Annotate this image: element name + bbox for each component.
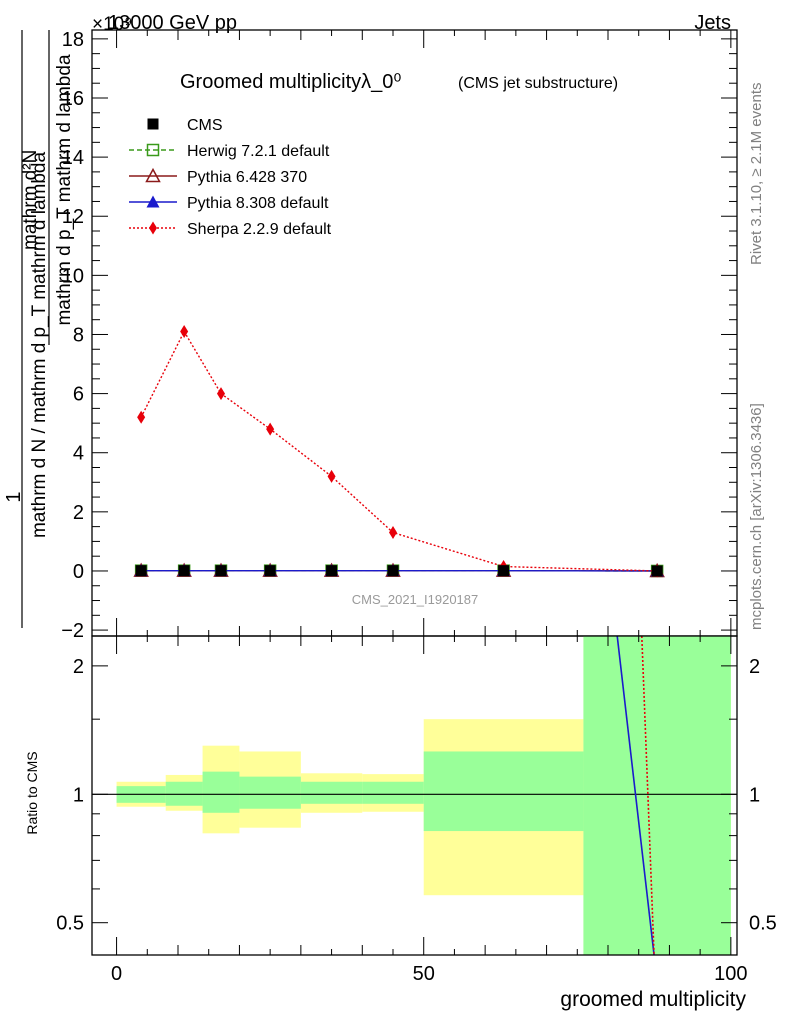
- series-0-point-0: [135, 565, 147, 577]
- ratio-green-band-2: [202, 771, 240, 813]
- ratio-green-band-3: [239, 776, 301, 809]
- header-right: Jets: [694, 12, 731, 34]
- series-0-point-6: [498, 565, 510, 577]
- ratio-tick-label-right-0: 0.5: [749, 913, 777, 935]
- ratio-tick-label-right-1: 1: [749, 784, 760, 806]
- ylabel-inner-denominator: mathrm d p_T mathrm d lambda: [54, 54, 75, 325]
- series-0-point-2: [215, 565, 227, 577]
- ylabel-inner-numerator: mathrm d²N: [20, 150, 41, 250]
- x-tick-label-1: 50: [413, 963, 435, 985]
- series-4-point-5: [389, 526, 397, 540]
- legend-label-1: Herwig 7.2.1 default: [187, 143, 330, 160]
- legend-marker-3: [146, 195, 160, 208]
- y-tick-label-7: 12: [62, 206, 84, 228]
- y-tick-label-3: 4: [73, 443, 84, 465]
- series-0-point-5: [387, 565, 399, 577]
- series-4-point-1: [180, 325, 189, 339]
- ratio-green-band-7: [583, 636, 731, 955]
- header-left: 13000 GeV pp: [108, 12, 237, 34]
- chart-subtitle: (CMS jet substructure): [458, 75, 618, 92]
- series-line-4: [140, 330, 658, 572]
- series-0-point-3: [264, 565, 276, 577]
- legend-marker-1: [146, 143, 160, 157]
- y-tick-label-9: 16: [62, 88, 84, 110]
- series-4-point-3: [266, 422, 275, 436]
- ratio-ylabel: Ratio to CMS: [24, 751, 40, 834]
- series-4-point-4: [327, 469, 336, 483]
- x-tick-label-2: 100: [714, 963, 747, 985]
- series-4-point-0: [137, 410, 146, 424]
- y-tick-label-4: 6: [73, 384, 84, 406]
- y-tick-label-8: 14: [62, 147, 84, 169]
- y-tick-label-0: −2: [61, 620, 84, 642]
- legend-label-3: Pythia 8.308 default: [187, 195, 329, 212]
- mcplots-label: mcplots.cern.ch [arXiv:1306.3436]: [748, 403, 765, 630]
- y-tick-label-2: 2: [73, 502, 84, 524]
- ratio-green-band-5: [362, 781, 424, 804]
- y-tick-label-6: 10: [62, 265, 84, 287]
- ratio-tick-label-left-1: 1: [73, 784, 84, 806]
- ratio-line-0: [616, 635, 655, 956]
- legend-label-4: Sherpa 2.2.9 default: [187, 221, 332, 238]
- series-0-point-7: [651, 565, 663, 577]
- ylabel-numerator-one: 1: [3, 491, 25, 502]
- ylabel-denominator: mathrm d N / mathrm d p_T mathrm d lambd…: [29, 152, 50, 539]
- rivet-label: Rivet 3.1.10, ≥ 2.1M events: [748, 83, 765, 266]
- ratio-green-band-6: [423, 751, 584, 832]
- ratio-green-band-4: [300, 781, 363, 804]
- ratio-panel: 0 50 100 0.5 0.5 1 1 2 2: [56, 635, 777, 985]
- main-ylabel: 1 mathrm d N / mathrm d p_T mathrm d lam…: [3, 30, 75, 628]
- main-panel: −2 0 2 4 6 8 10 12 14 16 18: [61, 29, 738, 642]
- ratio-tick-label-right-2: 2: [749, 656, 760, 678]
- ratio-tick-label-left-2: 2: [73, 656, 84, 678]
- legend: CMS Herwig 7.2.1 default Pythia 6.428 370 P…: [129, 117, 332, 238]
- y-tick-label-1: 0: [73, 561, 84, 583]
- legend-label-2: Pythia 6.428 370: [187, 169, 307, 186]
- series-0-point-4: [326, 565, 338, 577]
- x-tick-label-0: 0: [111, 963, 122, 985]
- legend-label-0: CMS: [187, 117, 223, 134]
- ratio-line-1: [640, 635, 655, 956]
- watermark: CMS_2021_I1920187: [352, 592, 479, 607]
- legend-marker-0: [147, 118, 159, 130]
- series-4-point-2: [217, 387, 225, 401]
- legend-marker-4: [149, 221, 157, 235]
- ratio-frame: [91, 635, 738, 956]
- chart-title: Groomed multiplicityλ_0⁰: [180, 71, 401, 93]
- x-axis-label: groomed multiplicity: [560, 988, 746, 1011]
- ratio-tick-label-left-0: 0.5: [56, 913, 84, 935]
- legend-marker-2: [145, 167, 161, 183]
- y-tick-label-5: 8: [73, 324, 84, 346]
- y-tick-label-10: 18: [62, 29, 84, 51]
- series-0-point-1: [178, 565, 190, 577]
